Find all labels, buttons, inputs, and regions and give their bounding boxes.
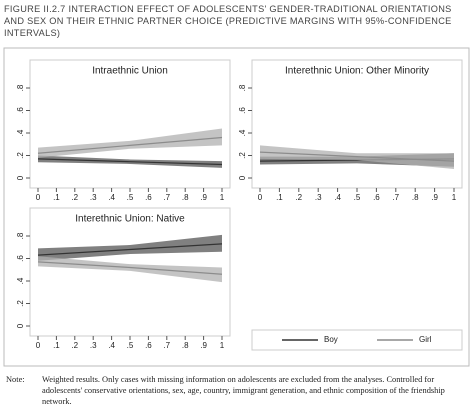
line [37, 158, 223, 166]
panel-title: Interethnic Union: Native [75, 214, 185, 225]
x-tick-label: 1 [220, 341, 225, 350]
x-tick-label: 1 [220, 193, 225, 202]
y-tick-label: 0 [16, 175, 25, 180]
x-tick-label: .1 [276, 193, 283, 202]
y-tick-label: .6 [16, 107, 25, 114]
x-tick-label: 1 [452, 193, 457, 202]
note-label: Note: [6, 375, 25, 384]
x-tick-label: .7 [392, 193, 399, 202]
panel-title: Intraethnic Union [92, 66, 168, 77]
x-tick-label: .7 [163, 341, 170, 350]
chart: Intraethnic Union 0 .2 .4 .6 .8 0 .1 .2 .3 .4 .5 .6.… [3, 47, 470, 367]
panel-frame [251, 59, 463, 189]
panel-title: Interethnic Union: Other Minority [285, 66, 429, 77]
x-tick-label: 0 [36, 193, 41, 202]
x-tick-label: .9 [431, 193, 438, 202]
y-tick-label: .4 [238, 129, 247, 136]
confidence-band [38, 128, 222, 158]
y-tick-label: .4 [16, 277, 25, 284]
x-tick-label: .5 [127, 341, 134, 350]
x-tick-label: .6 [145, 341, 152, 350]
x-tick-label: .4 [334, 193, 341, 202]
y-tick-label: .2 [16, 300, 25, 307]
x-tick-label: .7 [163, 193, 170, 202]
x-tick-label: .8 [182, 193, 189, 202]
x-tick-label: .3 [315, 193, 322, 202]
line [37, 261, 223, 275]
y-tick-label: .2 [238, 152, 247, 159]
x-tick-label: .2 [71, 193, 78, 202]
x-tick-label: .1 [53, 193, 60, 202]
x-tick-label: .9 [200, 341, 207, 350]
y-tick-label: .6 [16, 255, 25, 262]
x-tick-label: .2 [295, 193, 302, 202]
note: Note: Weighted results. Only cases with … [6, 374, 468, 407]
x-tick-label: .6 [145, 193, 152, 202]
line [37, 136, 223, 154]
y-tick-label: .2 [16, 152, 25, 159]
legend-label: Boy [324, 335, 338, 344]
x-tick-label: 0 [36, 341, 41, 350]
x-tick-label: .6 [373, 193, 380, 202]
x-tick-label: .8 [412, 193, 419, 202]
x-tick-label: .1 [53, 341, 60, 350]
line [259, 151, 455, 162]
y-tick-label: .4 [16, 129, 25, 136]
x-tick-label: .9 [200, 193, 207, 202]
x-tick-label: .5 [127, 193, 134, 202]
legend-frame [251, 329, 463, 351]
confidence-band [38, 234, 222, 261]
legend-label: Girl [419, 335, 432, 344]
y-tick-label: 0 [238, 175, 247, 180]
x-tick-label: .5 [354, 193, 361, 202]
y-tick-label: .8 [16, 84, 25, 91]
x-tick-label: .2 [71, 341, 78, 350]
panel-frame [29, 59, 231, 189]
note-text: Weighted results. Only cases with missin… [42, 375, 445, 406]
x-tick-label: .3 [90, 341, 97, 350]
y-tick-label: 0 [16, 323, 25, 328]
confidence-band [38, 256, 222, 283]
x-tick-label: .4 [108, 341, 115, 350]
x-tick-label: 0 [258, 193, 263, 202]
x-tick-label: .3 [90, 193, 97, 202]
line [37, 243, 223, 256]
x-tick-label: .4 [108, 193, 115, 202]
y-tick-label: .8 [238, 84, 247, 91]
y-tick-label: .6 [238, 107, 247, 114]
x-tick-label: .8 [182, 341, 189, 350]
y-tick-label: .8 [16, 232, 25, 239]
figure-title: FIGURE II.2.7 INTERACTION EFFECT OF ADOL… [4, 4, 452, 38]
